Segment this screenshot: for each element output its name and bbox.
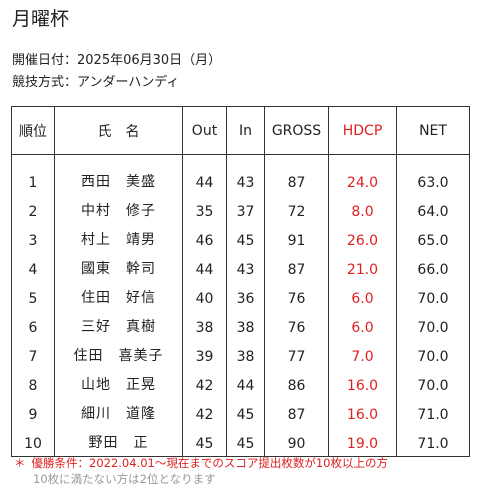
cell-in: 45 [226, 424, 265, 457]
cell-rank: 5 [11, 279, 55, 308]
cell-in: 38 [226, 337, 265, 366]
cell-rank: 10 [11, 424, 55, 457]
cell-out: 40 [182, 279, 227, 308]
cell-in: 43 [226, 154, 265, 192]
cell-gross: 72 [264, 192, 329, 221]
cell-hdcp: 19.0 [328, 424, 397, 457]
cell-in: 45 [226, 221, 265, 250]
table-header-row: 順位 氏 名 Out In GROSS HDCP NET [11, 106, 470, 155]
cell-out: 44 [182, 154, 227, 192]
cell-gross: 87 [264, 154, 329, 192]
cell-in: 43 [226, 250, 265, 279]
header-out: Out [182, 106, 227, 155]
cell-name: 野田 正 [54, 424, 183, 457]
cell-out: 42 [182, 366, 227, 395]
cell-name: 村上 靖男 [54, 221, 183, 250]
cell-out: 39 [182, 337, 227, 366]
header-gross: GROSS [264, 106, 329, 155]
table-row: 9 細川 道隆 42 45 87 16.0 71.0 [11, 395, 470, 424]
note-text-1: 優勝条件：2022.04.01～現在までのスコア提出枚数が10枚以上の方 [31, 456, 388, 470]
cell-name: 國東 幹司 [54, 250, 183, 279]
cell-gross: 76 [264, 308, 329, 337]
cell-in: 44 [226, 366, 265, 395]
cell-net: 66.0 [396, 250, 470, 279]
cell-hdcp: 16.0 [328, 395, 397, 424]
cell-name: 三好 真樹 [54, 308, 183, 337]
cell-rank: 1 [11, 154, 55, 192]
table-row: 3 村上 靖男 46 45 91 26.0 65.0 [11, 221, 470, 250]
results-table: 順位 氏 名 Out In GROSS HDCP NET 1 西田 美盛 44 43 8… [11, 106, 470, 457]
cell-net: 64.0 [396, 192, 470, 221]
cell-out: 38 [182, 308, 227, 337]
note-line-2: 10枚に満たない方は2位となります [33, 472, 216, 486]
page-title: 月曜杯 [12, 8, 70, 30]
cell-out: 44 [182, 250, 227, 279]
header-net: NET [396, 106, 470, 155]
cell-name: 中村 修子 [54, 192, 183, 221]
cell-out: 35 [182, 192, 227, 221]
cell-name: 住田 好信 [54, 279, 183, 308]
table-row: 6 三好 真樹 38 38 76 6.0 70.0 [11, 308, 470, 337]
cell-gross: 77 [264, 337, 329, 366]
cell-net: 70.0 [396, 366, 470, 395]
cell-net: 70.0 [396, 337, 470, 366]
cell-rank: 9 [11, 395, 55, 424]
note-line-1: ＊ 優勝条件：2022.04.01～現在までのスコア提出枚数が10枚以上の方 [14, 456, 388, 471]
event-date: 開催日付：2025年06月30日（月） [12, 53, 222, 68]
cell-hdcp: 21.0 [328, 250, 397, 279]
cell-hdcp: 26.0 [328, 221, 397, 250]
cell-net: 71.0 [396, 424, 470, 457]
cell-net: 65.0 [396, 221, 470, 250]
cell-name: 西田 美盛 [54, 154, 183, 192]
header-rank: 順位 [11, 106, 55, 155]
cell-rank: 2 [11, 192, 55, 221]
table-row: 8 山地 正晃 42 44 86 16.0 70.0 [11, 366, 470, 395]
cell-gross: 87 [264, 250, 329, 279]
cell-net: 71.0 [396, 395, 470, 424]
cell-in: 38 [226, 308, 265, 337]
cell-rank: 3 [11, 221, 55, 250]
cell-rank: 7 [11, 337, 55, 366]
cell-hdcp: 7.0 [328, 337, 397, 366]
cell-gross: 76 [264, 279, 329, 308]
cell-in: 37 [226, 192, 265, 221]
cell-net: 70.0 [396, 308, 470, 337]
table-row: 2 中村 修子 35 37 72 8.0 64.0 [11, 192, 470, 221]
table-row: 4 國東 幹司 44 43 87 21.0 66.0 [11, 250, 470, 279]
cell-hdcp: 6.0 [328, 279, 397, 308]
event-format: 競技方式：アンダーハンディ [12, 75, 180, 90]
cell-out: 45 [182, 424, 227, 457]
cell-hdcp: 6.0 [328, 308, 397, 337]
cell-out: 42 [182, 395, 227, 424]
cell-gross: 91 [264, 221, 329, 250]
cell-name: 山地 正晃 [54, 366, 183, 395]
cell-hdcp: 8.0 [328, 192, 397, 221]
cell-name: 細川 道隆 [54, 395, 183, 424]
table-row: 5 住田 好信 40 36 76 6.0 70.0 [11, 279, 470, 308]
header-in: In [226, 106, 265, 155]
cell-hdcp: 24.0 [328, 154, 397, 192]
cell-in: 36 [226, 279, 265, 308]
results-body: 1 西田 美盛 44 43 87 24.0 63.0 2 中村 修子 35 37 72 8.0 64.0 3… [11, 154, 470, 457]
cell-rank: 6 [11, 308, 55, 337]
cell-gross: 86 [264, 366, 329, 395]
cell-net: 63.0 [396, 154, 470, 192]
header-name: 氏 名 [54, 106, 183, 155]
cell-name: 住田 喜美子 [54, 337, 183, 366]
cell-hdcp: 16.0 [328, 366, 397, 395]
cell-rank: 4 [11, 250, 55, 279]
cell-in: 45 [226, 395, 265, 424]
header-hdcp: HDCP [328, 106, 397, 155]
cell-out: 46 [182, 221, 227, 250]
table-row: 7 住田 喜美子 39 38 77 7.0 70.0 [11, 337, 470, 366]
cell-gross: 90 [264, 424, 329, 457]
cell-net: 70.0 [396, 279, 470, 308]
cell-gross: 87 [264, 395, 329, 424]
table-row: 10 野田 正 45 45 90 19.0 71.0 [11, 424, 470, 457]
asterisk-icon: ＊ [14, 456, 26, 470]
table-row: 1 西田 美盛 44 43 87 24.0 63.0 [11, 154, 470, 192]
cell-rank: 8 [11, 366, 55, 395]
